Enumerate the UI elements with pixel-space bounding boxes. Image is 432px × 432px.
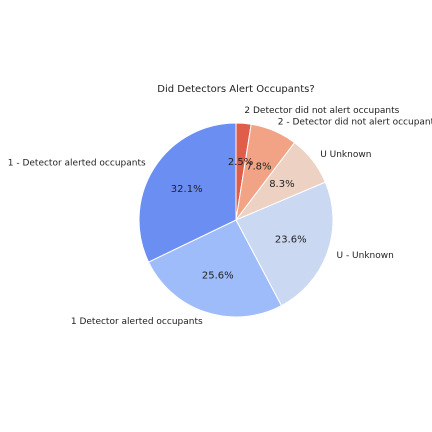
slice-percent-label: 32.1% — [171, 184, 203, 195]
slice-percent-label: 8.3% — [269, 179, 294, 190]
slice-label: U - Unknown — [337, 251, 394, 261]
slice-label: 1 Detector alerted occupants — [71, 317, 203, 327]
slice-percent-label: 7.8% — [246, 162, 271, 173]
pie-slices — [138, 122, 334, 318]
chart-title: Did Detectors Alert Occupants? — [157, 84, 314, 95]
slice-percent-label: 25.6% — [202, 270, 234, 281]
pie-slice — [235, 181, 334, 307]
slice-label: 1 - Detector alerted occupants — [8, 159, 146, 169]
pie-slice — [138, 122, 237, 263]
pie-percent-labels: 2.5%7.8% 8.3% 23.6% 25.6% 32.1% — [171, 157, 307, 281]
slice-percent-label: 2.5% — [228, 157, 253, 168]
slice-label: 2 Detector did not alert occupants — [244, 106, 399, 116]
slice-label: U Unknown — [320, 150, 371, 160]
slice-label: 2 - Detector did not alert occupants — [278, 117, 432, 127]
pie-slice — [147, 219, 283, 318]
slice-percent-label: 23.6% — [275, 235, 307, 246]
